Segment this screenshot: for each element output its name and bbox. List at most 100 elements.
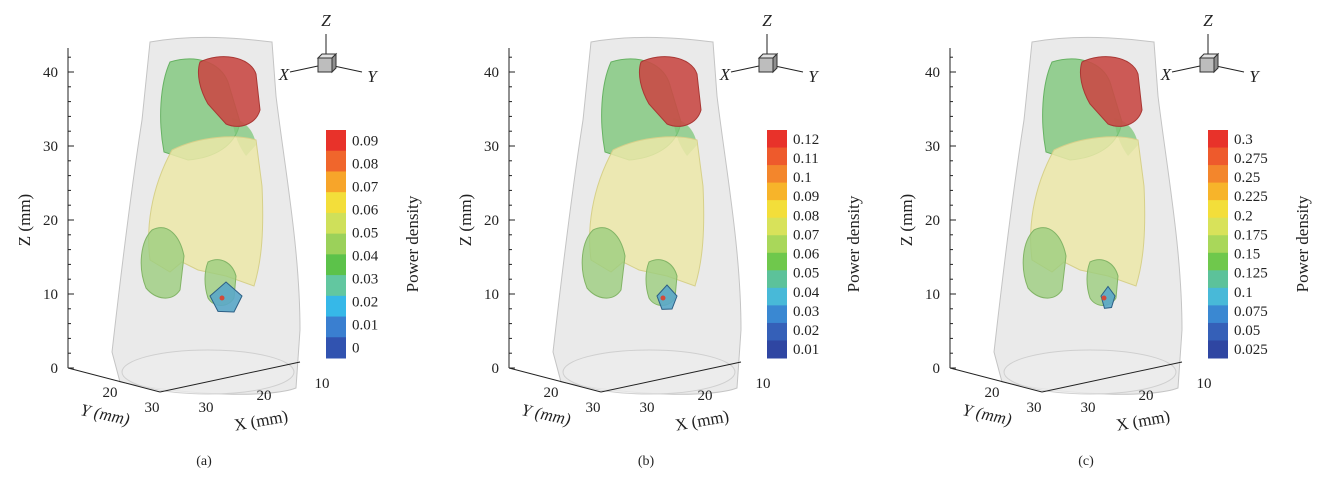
triad-y-label: Y [367,67,378,86]
y-axis-line [508,367,602,393]
colorbar-tick-label: 0.04 [793,285,820,301]
colorbar-tick-label: 0.06 [352,202,379,218]
colorbar-tick-label: 0.08 [793,208,819,224]
colorbar-tick-label: 0.01 [793,342,819,358]
x-tick-label: 10 [1197,376,1212,392]
triad-y-line [774,65,804,73]
orientation-triad: Z X Y [1160,11,1260,86]
colorbar-swatch [1208,200,1228,219]
colorbar-tick-label: 0.03 [352,272,378,288]
colorbar-tick-label: 0.1 [1234,285,1253,301]
caption-c: (c) [1078,454,1094,469]
z-tick-label: 10 [43,287,58,303]
triad-cube [1199,57,1215,73]
triad-z-label: Z [1203,11,1213,30]
colorbar-title: Power density [403,195,422,292]
colorbar-swatch [1208,305,1228,324]
kidney-left [1022,227,1067,299]
colorbar-title: Power density [1293,195,1312,292]
x-axis-title: X (mm) [233,407,290,435]
triad-x-label: X [1160,65,1172,84]
x-axis-line [1041,361,1183,393]
y-axis-title: Y (mm) [79,400,132,429]
colorbar-swatch [1208,235,1228,254]
y-tick-label: 30 [1027,400,1042,416]
z-axis-title: Z (mm) [456,194,475,246]
colorbar-tick-label: 0.275 [1234,151,1268,167]
colorbar-tick-label: 0.15 [1234,247,1260,263]
colorbar-swatch [1208,147,1228,166]
colorbar-swatch [326,254,346,276]
y-tick-label: 20 [103,385,118,401]
triad-cube-side [1213,52,1219,74]
colorbar-tick-label: 0.02 [352,295,378,311]
colorbar-tick-label: 0.175 [1234,227,1268,243]
colorbar-swatch [767,270,787,289]
x-tick-label: 20 [698,388,713,404]
z-tick-label: 0 [933,361,941,377]
y-axis-line [949,367,1043,393]
colorbar-swatch [326,316,346,338]
colorbar-tick-label: 0.03 [793,304,819,320]
triad-z-label: Z [762,11,772,30]
heart-organ [197,56,261,127]
colorbar-swatch [326,295,346,318]
x-tick-label: 30 [199,400,214,416]
hotspot-core [219,295,225,301]
colorbar-tick-label: 0.05 [793,266,819,282]
colorbar-tick-label: 0 [352,341,360,357]
body-base [121,349,295,395]
colorbar-swatch [326,150,346,172]
z-tick-label: 30 [43,139,58,155]
hotspot-core [1101,295,1107,301]
caption-b: (b) [637,454,655,469]
colorbar-tick-label: 0.09 [352,133,378,149]
triad-cube [758,57,774,73]
colorbar-swatch [1208,165,1228,184]
colorbar-swatch [767,287,787,306]
colorbar-tick-label: 0.075 [1234,304,1268,320]
x-tick-label: 10 [756,376,771,392]
z-tick-label: 40 [925,65,940,81]
kidney-left [140,227,185,299]
colorbar-tick-label: 0.06 [793,247,820,263]
y-axis-title: Y (mm) [961,400,1014,429]
colorbar-swatch [326,130,346,152]
panel-b: 0 10 20 30 40 Z (mm) 20 30 Y (mm) 30 20 10 X (mm) Z X Y… [441,0,881,478]
z-tick-label: 0 [51,361,59,377]
colorbar-swatch [767,322,787,341]
triad-y-label: Y [808,67,819,86]
colorbar-tick-label: 0.04 [352,249,379,265]
triad-cube-side [772,52,778,74]
x-axis-line [600,361,742,393]
panel-figure: 0 10 20 30 40 Z (mm) 20 30 Y (mm) 30 20 10 X (mm) Z X Y… [456,11,863,435]
triad-x-label: X [278,65,290,84]
colorbar-tick-label: 0.01 [352,318,378,334]
colorbar-tick-label: 0.05 [1234,323,1260,339]
colorbar-tick-label: 0.12 [793,132,819,148]
colorbar-swatch [1208,217,1228,236]
hotspot-core [660,295,666,301]
colorbar-swatch [1208,130,1228,149]
triad-y-label: Y [1249,67,1260,86]
colorbar-swatch [1208,182,1228,201]
colorbar-tick-label: 0.09 [793,189,819,205]
colorbar-title: Power density [844,195,863,292]
z-tick-label: 30 [484,139,499,155]
colorbar-tick-label: 0.07 [352,179,379,195]
colorbar-swatch [326,233,346,255]
colorbar-tick-label: 0.02 [793,323,819,339]
triad-x-line [730,65,760,73]
colorbar-tick-label: 0.3 [1234,132,1253,148]
z-tick-label: 20 [484,213,499,229]
colorbar-swatch [767,235,787,254]
colorbar-swatch [767,217,787,236]
colorbar-tick-label: 0.25 [1234,170,1260,186]
colorbar-tick-label: 0.125 [1234,266,1268,282]
colorbar-tick-label: 0.05 [352,225,378,241]
colorbar-swatch [326,337,346,359]
colorbar-swatch [326,275,346,297]
z-tick-label: 40 [484,65,499,81]
orientation-triad: Z X Y [278,11,378,86]
colorbar-swatch [1208,287,1228,306]
